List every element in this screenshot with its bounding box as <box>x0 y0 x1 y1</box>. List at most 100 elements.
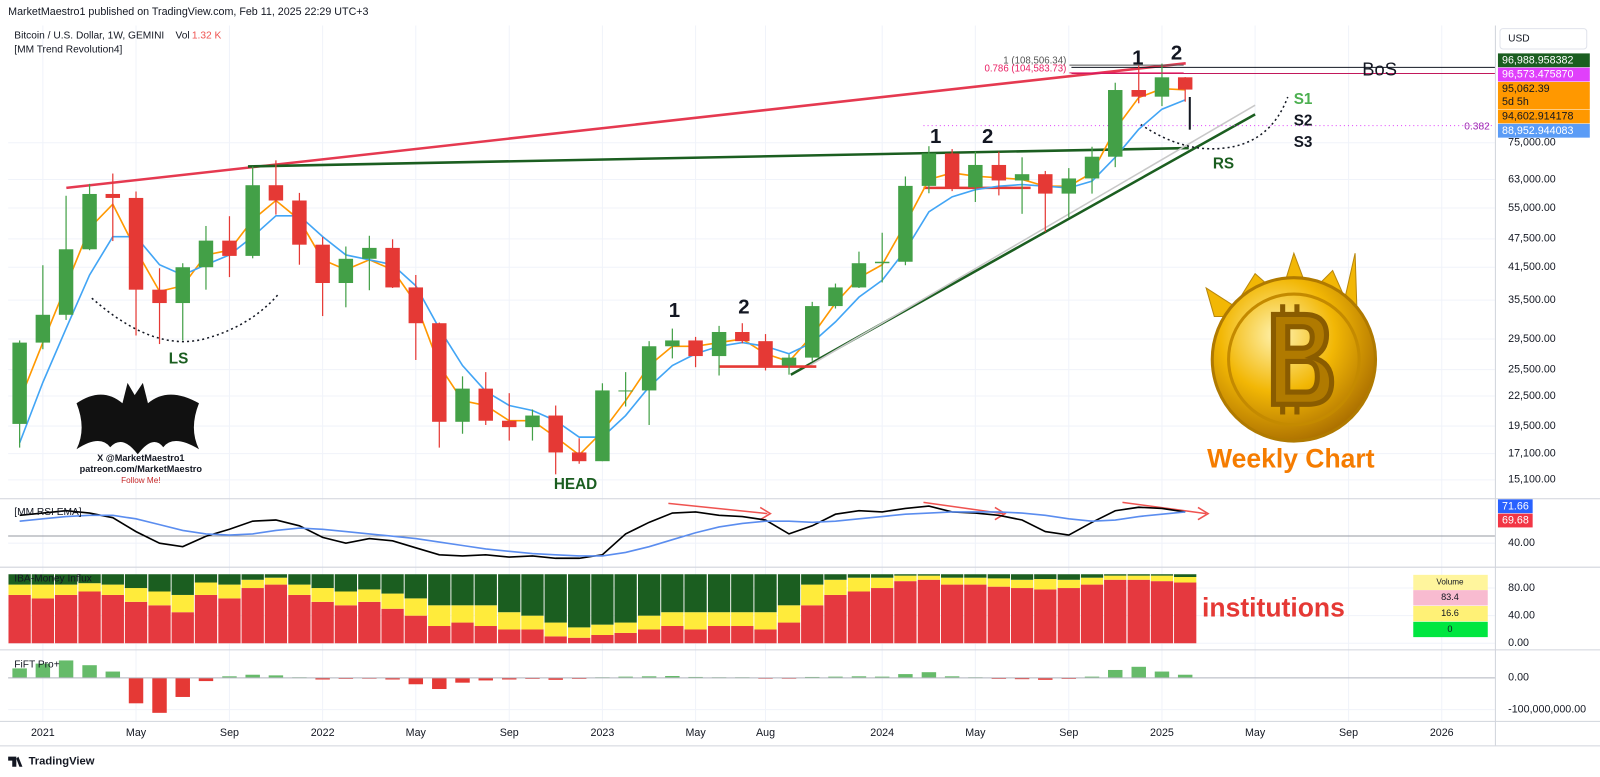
stacked-bar <box>661 626 684 644</box>
stacked-bar <box>358 589 381 602</box>
table-header <box>1413 574 1488 591</box>
stacked-bar <box>124 588 148 602</box>
histogram-bar <box>1154 671 1170 678</box>
stacked-bar <box>777 605 801 623</box>
stacked-bar <box>824 579 847 595</box>
stacked-bar <box>871 588 894 644</box>
price-badge-label: 96,988.958382 <box>1502 54 1573 66</box>
value-badge-label: 71.66 <box>1502 500 1529 512</box>
stacked-bar <box>614 632 637 644</box>
stacked-bar <box>568 637 591 644</box>
stacked-bar <box>264 574 288 578</box>
stacked-bar <box>78 583 101 592</box>
annotation: 2 <box>1171 43 1182 65</box>
stacked-bar <box>264 577 288 585</box>
stacked-bar <box>218 574 241 585</box>
price-badge <box>1497 109 1590 124</box>
stacked-bar <box>1174 576 1197 583</box>
header: MarketMaestro1 published on TradingView.… <box>8 6 368 18</box>
stacked-bar <box>707 612 731 627</box>
stacked-bar <box>218 584 241 599</box>
candle-body <box>1014 174 1030 181</box>
stacked-bar <box>404 598 427 616</box>
bat-logo <box>76 382 199 455</box>
stacked-bar <box>31 598 55 644</box>
watermark-text: X @MarketMaestro1 <box>97 453 184 463</box>
histogram-bar <box>641 676 657 678</box>
stacked-bar <box>917 575 941 580</box>
histogram-bar <box>152 677 167 713</box>
stacked-bar <box>498 629 521 644</box>
candle-body <box>35 314 51 343</box>
histogram-bar <box>385 677 400 680</box>
stacked-bar <box>1150 575 1174 582</box>
stacked-bar <box>288 594 311 644</box>
stacked-bar <box>824 594 847 644</box>
stacked-bar <box>54 584 78 595</box>
stacked-bar <box>1010 588 1034 644</box>
stacked-bar <box>498 612 521 630</box>
y-tick-label: 47,500.00 <box>1508 233 1556 245</box>
candle-body <box>12 342 27 424</box>
y-tick-label: 35,500.00 <box>1508 294 1556 306</box>
annotation: 1 <box>1132 48 1143 70</box>
marks: 2021 May Sep 2022 May Sep 2023 May Aug 2024 May Sep… <box>8 53 1590 739</box>
stacked-bar <box>1010 579 1034 589</box>
stacked-bar <box>334 605 358 644</box>
stacked-bar <box>754 574 777 613</box>
influx-title: IBA-Money Influx <box>14 574 92 585</box>
histogram-bar <box>1177 674 1193 678</box>
tv-logo <box>8 756 23 767</box>
stacked-bar <box>171 594 194 613</box>
y-tick-label: 0.00 <box>1508 672 1529 684</box>
coin-rim <box>1227 292 1361 427</box>
candle-body <box>688 340 703 357</box>
x-tick-label: 2022 <box>311 727 335 739</box>
histogram-bar <box>198 677 214 682</box>
stacked-bar <box>1010 574 1034 580</box>
candle-body <box>245 185 260 256</box>
stacked-bar <box>684 574 707 613</box>
candle-body <box>1038 174 1053 194</box>
currency-box[interactable] <box>1499 28 1588 50</box>
fift-title: FiFT Pro+ <box>14 659 59 670</box>
candle-body <box>968 164 983 188</box>
histogram-bar <box>222 676 237 678</box>
candle-body <box>478 388 493 421</box>
indicator-title: [MM Trend Revolution4] <box>14 45 122 56</box>
stacked-bar <box>101 594 124 644</box>
x-tick-label: Sep <box>220 727 239 739</box>
histogram-bar <box>1084 676 1100 678</box>
y-tick-label: -100,000,000.00 <box>1508 703 1586 715</box>
stacked-bar <box>1080 577 1104 585</box>
x-tick-label: May <box>126 727 147 739</box>
annotation: HEAD <box>554 476 597 493</box>
histogram-bar <box>105 671 121 678</box>
candle-body <box>408 287 424 324</box>
stacked-bar <box>964 577 987 585</box>
annotation: S3 <box>1294 134 1313 151</box>
stacked-bar <box>940 584 964 644</box>
stacked-bar <box>754 612 777 630</box>
candle-body <box>385 247 400 288</box>
stacked-bar <box>521 629 544 644</box>
candle-body <box>735 331 750 342</box>
candle-body <box>502 420 517 428</box>
histogram-bar <box>58 660 74 678</box>
stacked-bar <box>544 622 567 637</box>
stacked-bar <box>707 626 731 644</box>
stacked-bar <box>871 574 894 578</box>
histogram-bar <box>455 677 470 683</box>
annotation: RS <box>1213 155 1234 172</box>
stacked-bar <box>940 574 964 578</box>
value-badge-label: 69.68 <box>1502 515 1529 527</box>
histogram-bar <box>12 668 27 678</box>
annotation: institutions <box>1202 593 1345 623</box>
candle-body <box>82 193 97 250</box>
candle-body <box>548 415 563 453</box>
stacked-bar <box>1057 574 1080 580</box>
histogram-bar <box>618 676 633 678</box>
y-tick-label: 75,000.00 <box>1508 137 1556 149</box>
annotation: 1 <box>669 300 680 322</box>
y-tick-label: 63,000.00 <box>1508 173 1556 185</box>
